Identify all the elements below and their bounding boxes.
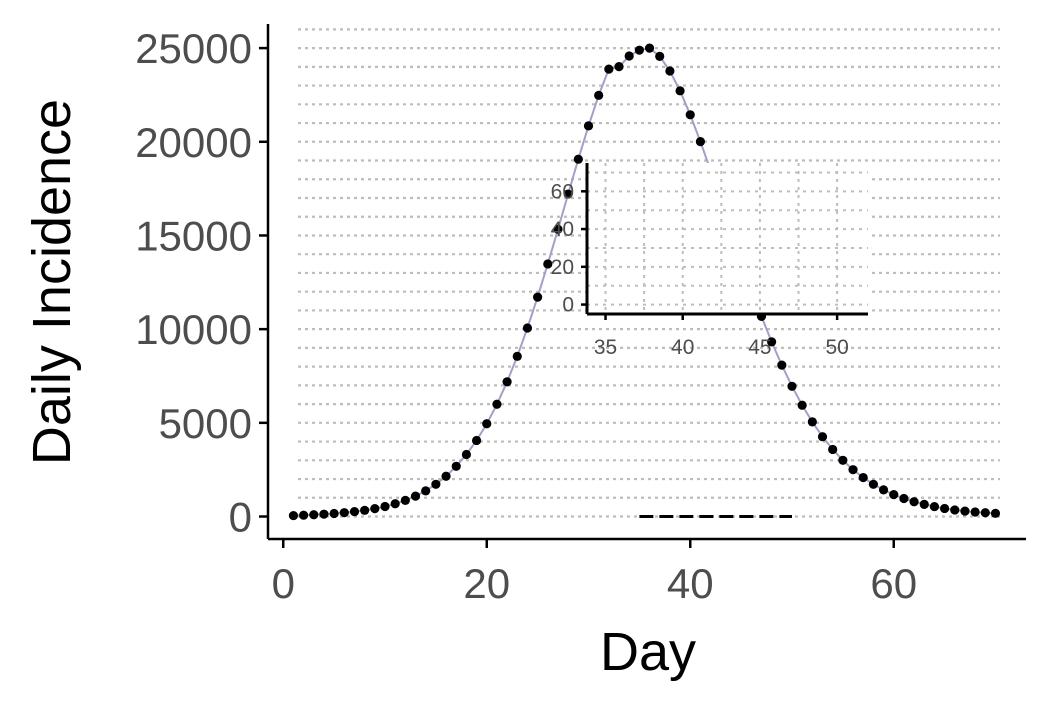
fit-line	[293, 47, 996, 517]
data-point	[553, 224, 563, 234]
x-tick-label: 0	[272, 560, 295, 607]
inset-background	[587, 163, 868, 314]
y-tick-label: 5000	[159, 400, 252, 447]
y-ticks: 0 5000 10000 15000 20000 25000	[135, 25, 268, 541]
data-point	[787, 381, 797, 391]
data-point	[522, 323, 533, 333]
data-point	[940, 503, 950, 514]
inset-grid	[587, 163, 868, 314]
inset-x-tick-label: 50	[825, 336, 848, 359]
data-point	[685, 110, 695, 120]
inset-x-tick-label: 40	[671, 336, 694, 359]
inset-x-tick-label: 35	[594, 336, 617, 359]
data-point	[471, 435, 482, 446]
data-point	[807, 417, 817, 427]
data-point	[655, 51, 665, 61]
data-point	[889, 489, 899, 500]
inset-y-tick-label: 40	[551, 218, 574, 241]
data-point	[919, 499, 929, 509]
data-point	[573, 154, 583, 164]
data-point	[817, 432, 828, 442]
data-point	[329, 508, 339, 519]
inset-chart: 35 40 45 50 0 20 40 60	[551, 163, 868, 359]
data-point	[390, 499, 400, 509]
main-points	[288, 43, 1001, 521]
data-point	[360, 505, 370, 515]
data-point	[512, 351, 522, 361]
data-point	[777, 360, 787, 370]
data-point	[339, 508, 349, 518]
data-point	[644, 43, 655, 53]
data-point	[767, 337, 777, 347]
inset-y-tick-label: 0	[562, 294, 574, 317]
data-point	[614, 62, 624, 72]
data-point	[380, 501, 390, 512]
data-point	[950, 505, 960, 515]
x-tick-label: 20	[463, 560, 510, 607]
x-tick-label: 40	[667, 560, 714, 607]
data-point	[909, 497, 919, 507]
data-point	[838, 455, 848, 465]
data-point	[797, 400, 807, 410]
data-point	[675, 86, 685, 96]
data-point	[349, 507, 360, 517]
inset-x-ticks: 35 40 45 50	[594, 314, 849, 359]
data-point	[502, 377, 512, 387]
data-point	[665, 66, 675, 76]
data-point	[970, 507, 980, 517]
data-point	[482, 419, 492, 429]
data-point	[421, 486, 431, 496]
inset-x-tick-label: 45	[748, 336, 771, 359]
x-tick-label: 60	[870, 560, 917, 607]
x-axis-title: Day	[600, 622, 696, 682]
y-tick-label: 0	[229, 494, 252, 541]
data-point	[400, 495, 410, 506]
data-point	[370, 504, 380, 514]
inset-y-tick-label: 60	[551, 180, 574, 203]
data-point	[624, 51, 634, 61]
data-point	[533, 292, 543, 302]
y-tick-label: 15000	[135, 212, 252, 259]
inset-y-tick-label: 20	[551, 256, 574, 279]
data-point	[899, 493, 909, 504]
y-tick-label: 25000	[135, 25, 252, 72]
data-point	[319, 509, 329, 519]
y-tick-label: 10000	[135, 306, 252, 353]
data-point	[451, 461, 461, 471]
data-point	[980, 508, 990, 518]
data-point	[594, 90, 604, 100]
data-point	[441, 471, 451, 481]
data-point	[288, 510, 299, 521]
x-ticks: 0 20 40 60	[272, 539, 917, 607]
data-point	[492, 399, 502, 409]
data-point	[858, 472, 868, 483]
data-point	[868, 479, 878, 489]
inset-y-ticks: 0 20 40 60	[551, 180, 587, 317]
data-point	[431, 479, 441, 489]
data-point	[960, 506, 970, 516]
data-point	[990, 508, 1001, 518]
y-tick-label: 20000	[135, 119, 252, 166]
data-point	[604, 64, 614, 74]
data-point	[410, 491, 421, 501]
data-point	[543, 259, 553, 269]
data-point	[309, 510, 319, 520]
data-point	[299, 510, 309, 520]
data-point	[878, 485, 889, 495]
data-point	[583, 121, 594, 131]
data-point	[695, 136, 706, 147]
data-point	[848, 465, 858, 475]
data-point	[461, 449, 472, 460]
y-axis-title: Daily Incidence	[22, 99, 82, 465]
data-point	[634, 45, 644, 55]
data-point	[929, 501, 940, 512]
data-point	[563, 189, 573, 199]
data-point	[828, 444, 838, 455]
